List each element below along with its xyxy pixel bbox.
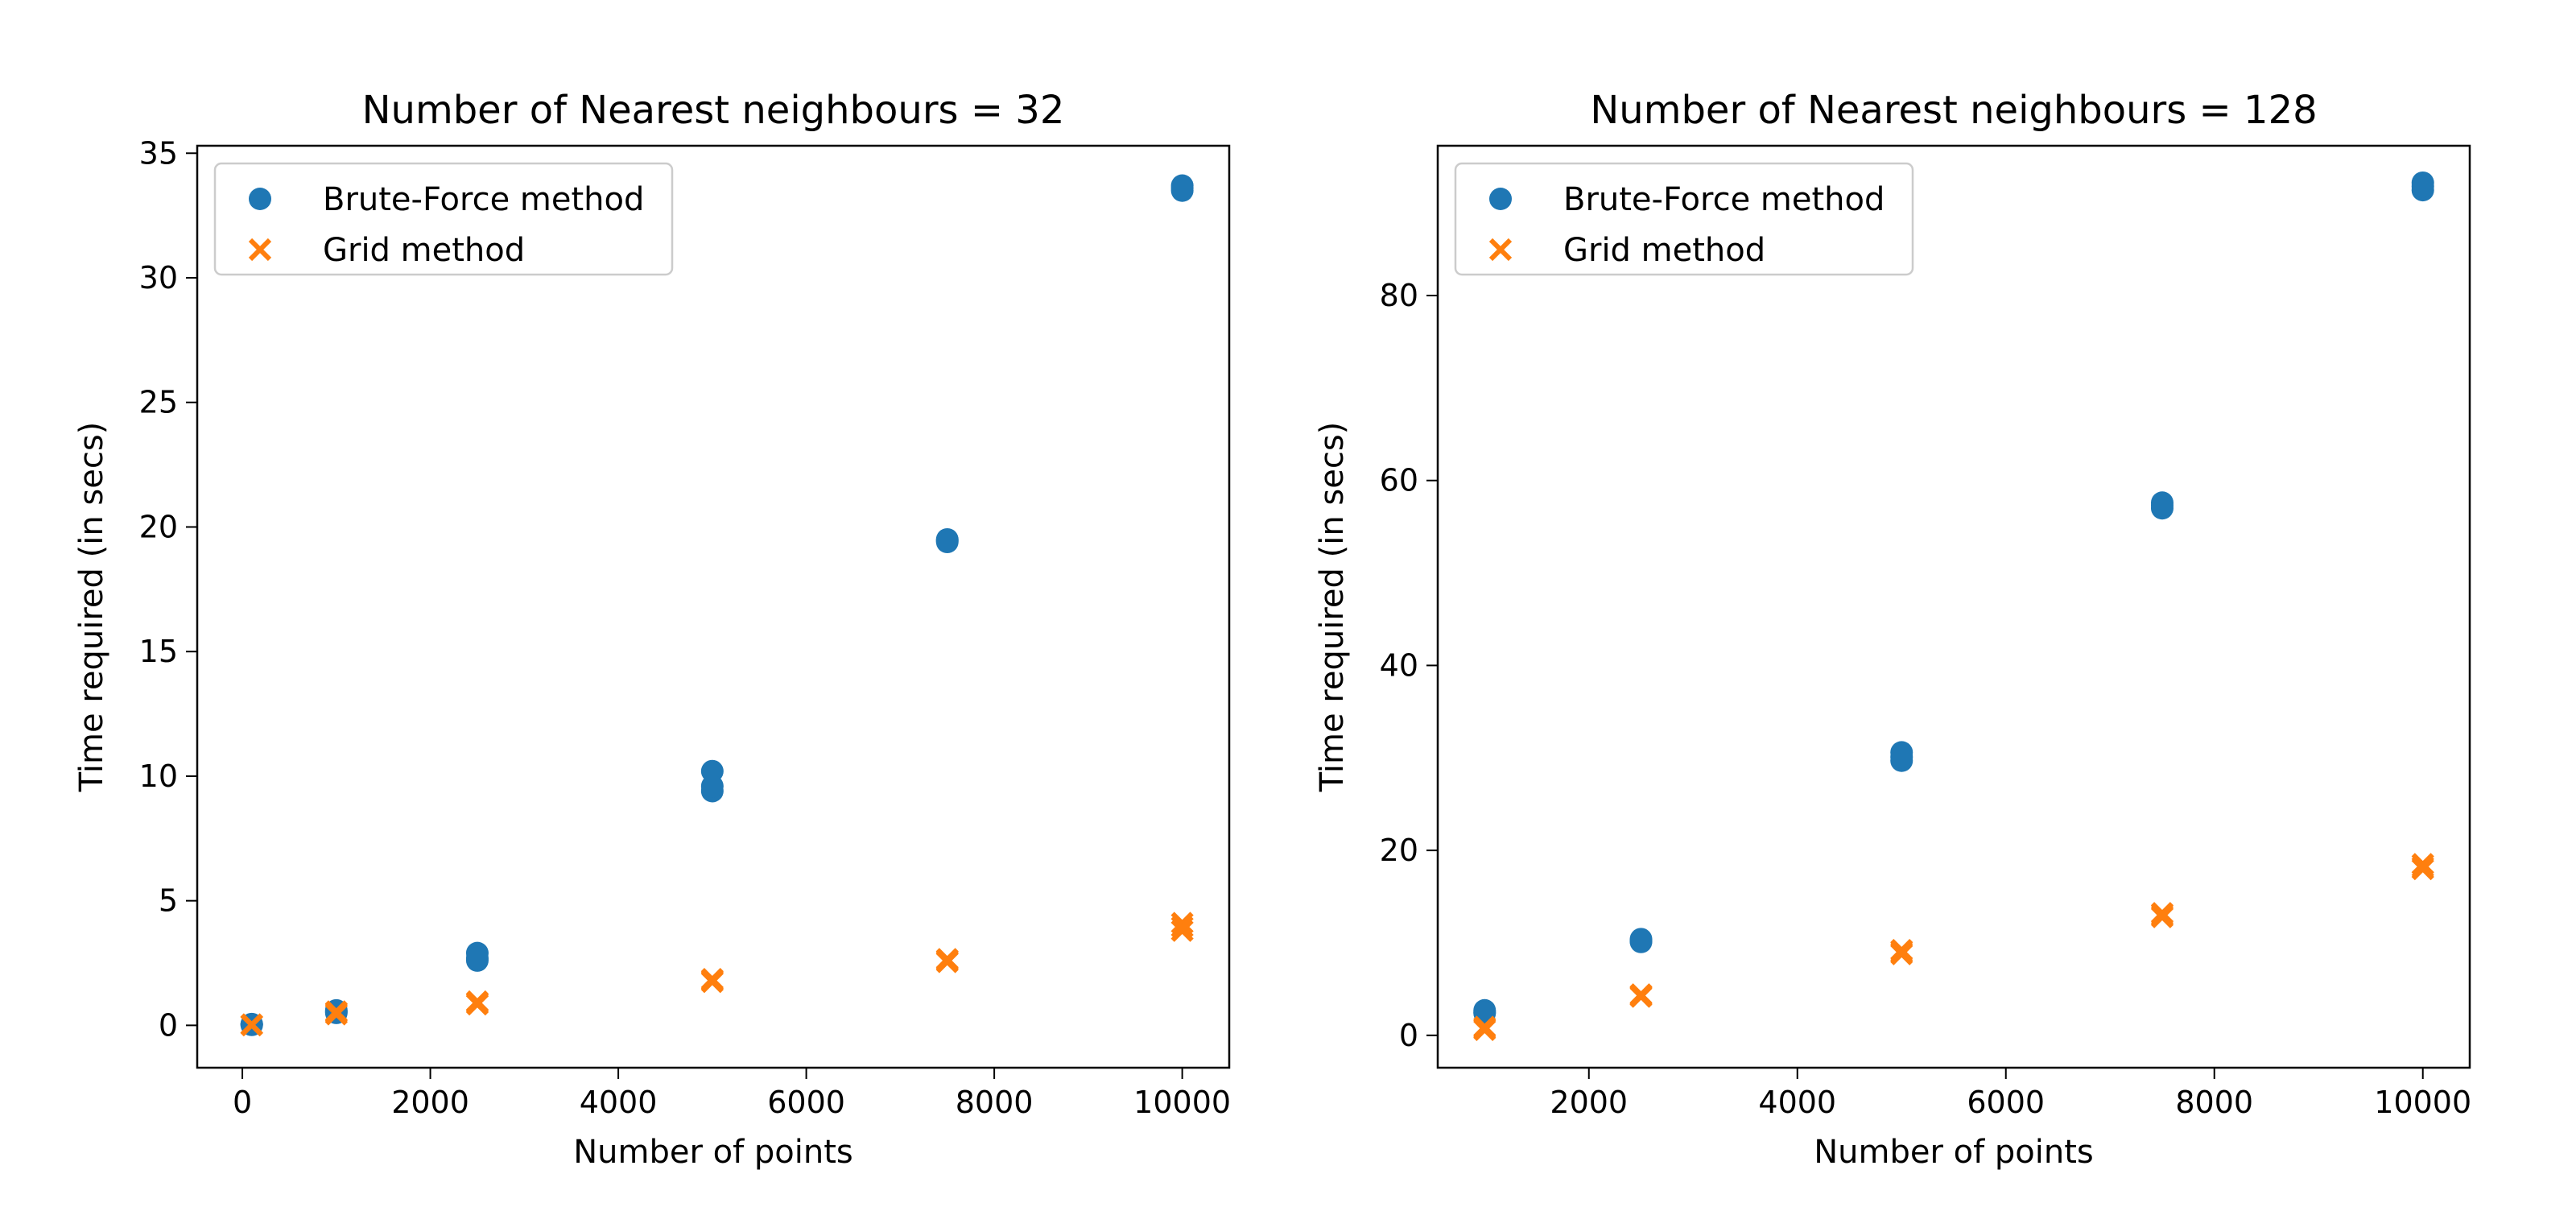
grid-method-point xyxy=(700,969,724,992)
grid-method-point xyxy=(1473,1017,1496,1040)
brute-force-point xyxy=(1629,929,1653,953)
legend-entry-label: Grid method xyxy=(323,232,525,269)
y-tick-label: 5 xyxy=(159,883,178,919)
legend-x-marker xyxy=(1488,238,1513,262)
x-tick-label: 10000 xyxy=(2374,1085,2471,1120)
legend-box xyxy=(1454,162,1914,276)
legend-entry-label: Brute-Force method xyxy=(323,181,644,218)
grid-method-point xyxy=(935,949,959,973)
grid-method-point xyxy=(324,1001,348,1025)
legend-entry-label: Brute-Force method xyxy=(1563,181,1885,218)
brute-force-point xyxy=(1890,746,1913,769)
y-tick-label: 80 xyxy=(1380,278,1418,313)
y-tick-label: 60 xyxy=(1380,463,1418,498)
y-axis-label: Time required (in secs) xyxy=(1314,422,1351,793)
legend-x-marker xyxy=(248,238,272,262)
legend-circle-marker xyxy=(1489,188,1512,210)
legend-entry-label: Grid method xyxy=(1563,232,1765,269)
chart-title: Number of Nearest neighbours = 128 xyxy=(1590,88,2317,133)
y-tick-label: 20 xyxy=(139,509,178,544)
x-tick-label: 4000 xyxy=(580,1085,658,1120)
x-tick-label: 6000 xyxy=(767,1085,845,1120)
brute-force-point xyxy=(2411,175,2434,198)
y-tick-label: 15 xyxy=(139,634,178,669)
y-tick-label: 30 xyxy=(139,260,178,296)
x-tick-label: 8000 xyxy=(2175,1085,2253,1120)
x-tick-label: 8000 xyxy=(956,1085,1034,1120)
brute-force-point xyxy=(2150,494,2174,517)
grid-method-point xyxy=(465,991,489,1015)
y-tick-label: 25 xyxy=(139,385,178,420)
chart-panel-128-neighbours: Number of Nearest neighbours = 128 2000 40… xyxy=(1314,88,2471,1171)
plot-frame xyxy=(1436,144,2471,1069)
x-axis-label: Number of points xyxy=(1814,1134,2094,1171)
grid-method-point xyxy=(1170,919,1194,942)
y-axis-label: Time required (in secs) xyxy=(73,422,110,793)
y-tick-label: 10 xyxy=(139,759,178,794)
brute-force-point xyxy=(465,946,489,969)
x-tick-label: 0 xyxy=(233,1085,252,1120)
grid-method-point xyxy=(1890,940,1913,964)
x-tick-label: 2000 xyxy=(391,1085,469,1120)
grid-method-point xyxy=(2150,903,2174,927)
y-tick-label: 0 xyxy=(159,1007,178,1043)
y-tick-label: 35 xyxy=(139,135,178,171)
grid-method-point xyxy=(1629,984,1653,1007)
plot-frame xyxy=(196,144,1231,1069)
brute-force-point xyxy=(700,775,724,798)
chart-panel-32-neighbours: Number of Nearest neighbours = 32 0 2000 40… xyxy=(73,88,1231,1171)
legend-box xyxy=(213,162,674,276)
x-tick-label: 2000 xyxy=(1550,1085,1628,1120)
y-tick-label: 40 xyxy=(1380,647,1418,683)
grid-method-point xyxy=(1170,911,1194,935)
x-axis-label: Number of points xyxy=(573,1134,853,1171)
legend-circle-marker xyxy=(249,188,271,210)
x-tick-label: 6000 xyxy=(1967,1085,2045,1120)
grid-method-point xyxy=(240,1013,263,1036)
y-tick-label: 0 xyxy=(1399,1018,1418,1053)
brute-force-point xyxy=(1473,1001,1496,1024)
x-tick-label: 10000 xyxy=(1133,1085,1231,1120)
chart-title: Number of Nearest neighbours = 32 xyxy=(362,88,1065,133)
x-tick-label: 4000 xyxy=(1758,1085,1836,1120)
brute-force-point xyxy=(1170,176,1194,200)
y-tick-label: 20 xyxy=(1380,833,1418,868)
brute-force-point xyxy=(935,529,959,552)
grid-method-point xyxy=(1170,916,1194,939)
grid-method-point xyxy=(2411,855,2434,878)
